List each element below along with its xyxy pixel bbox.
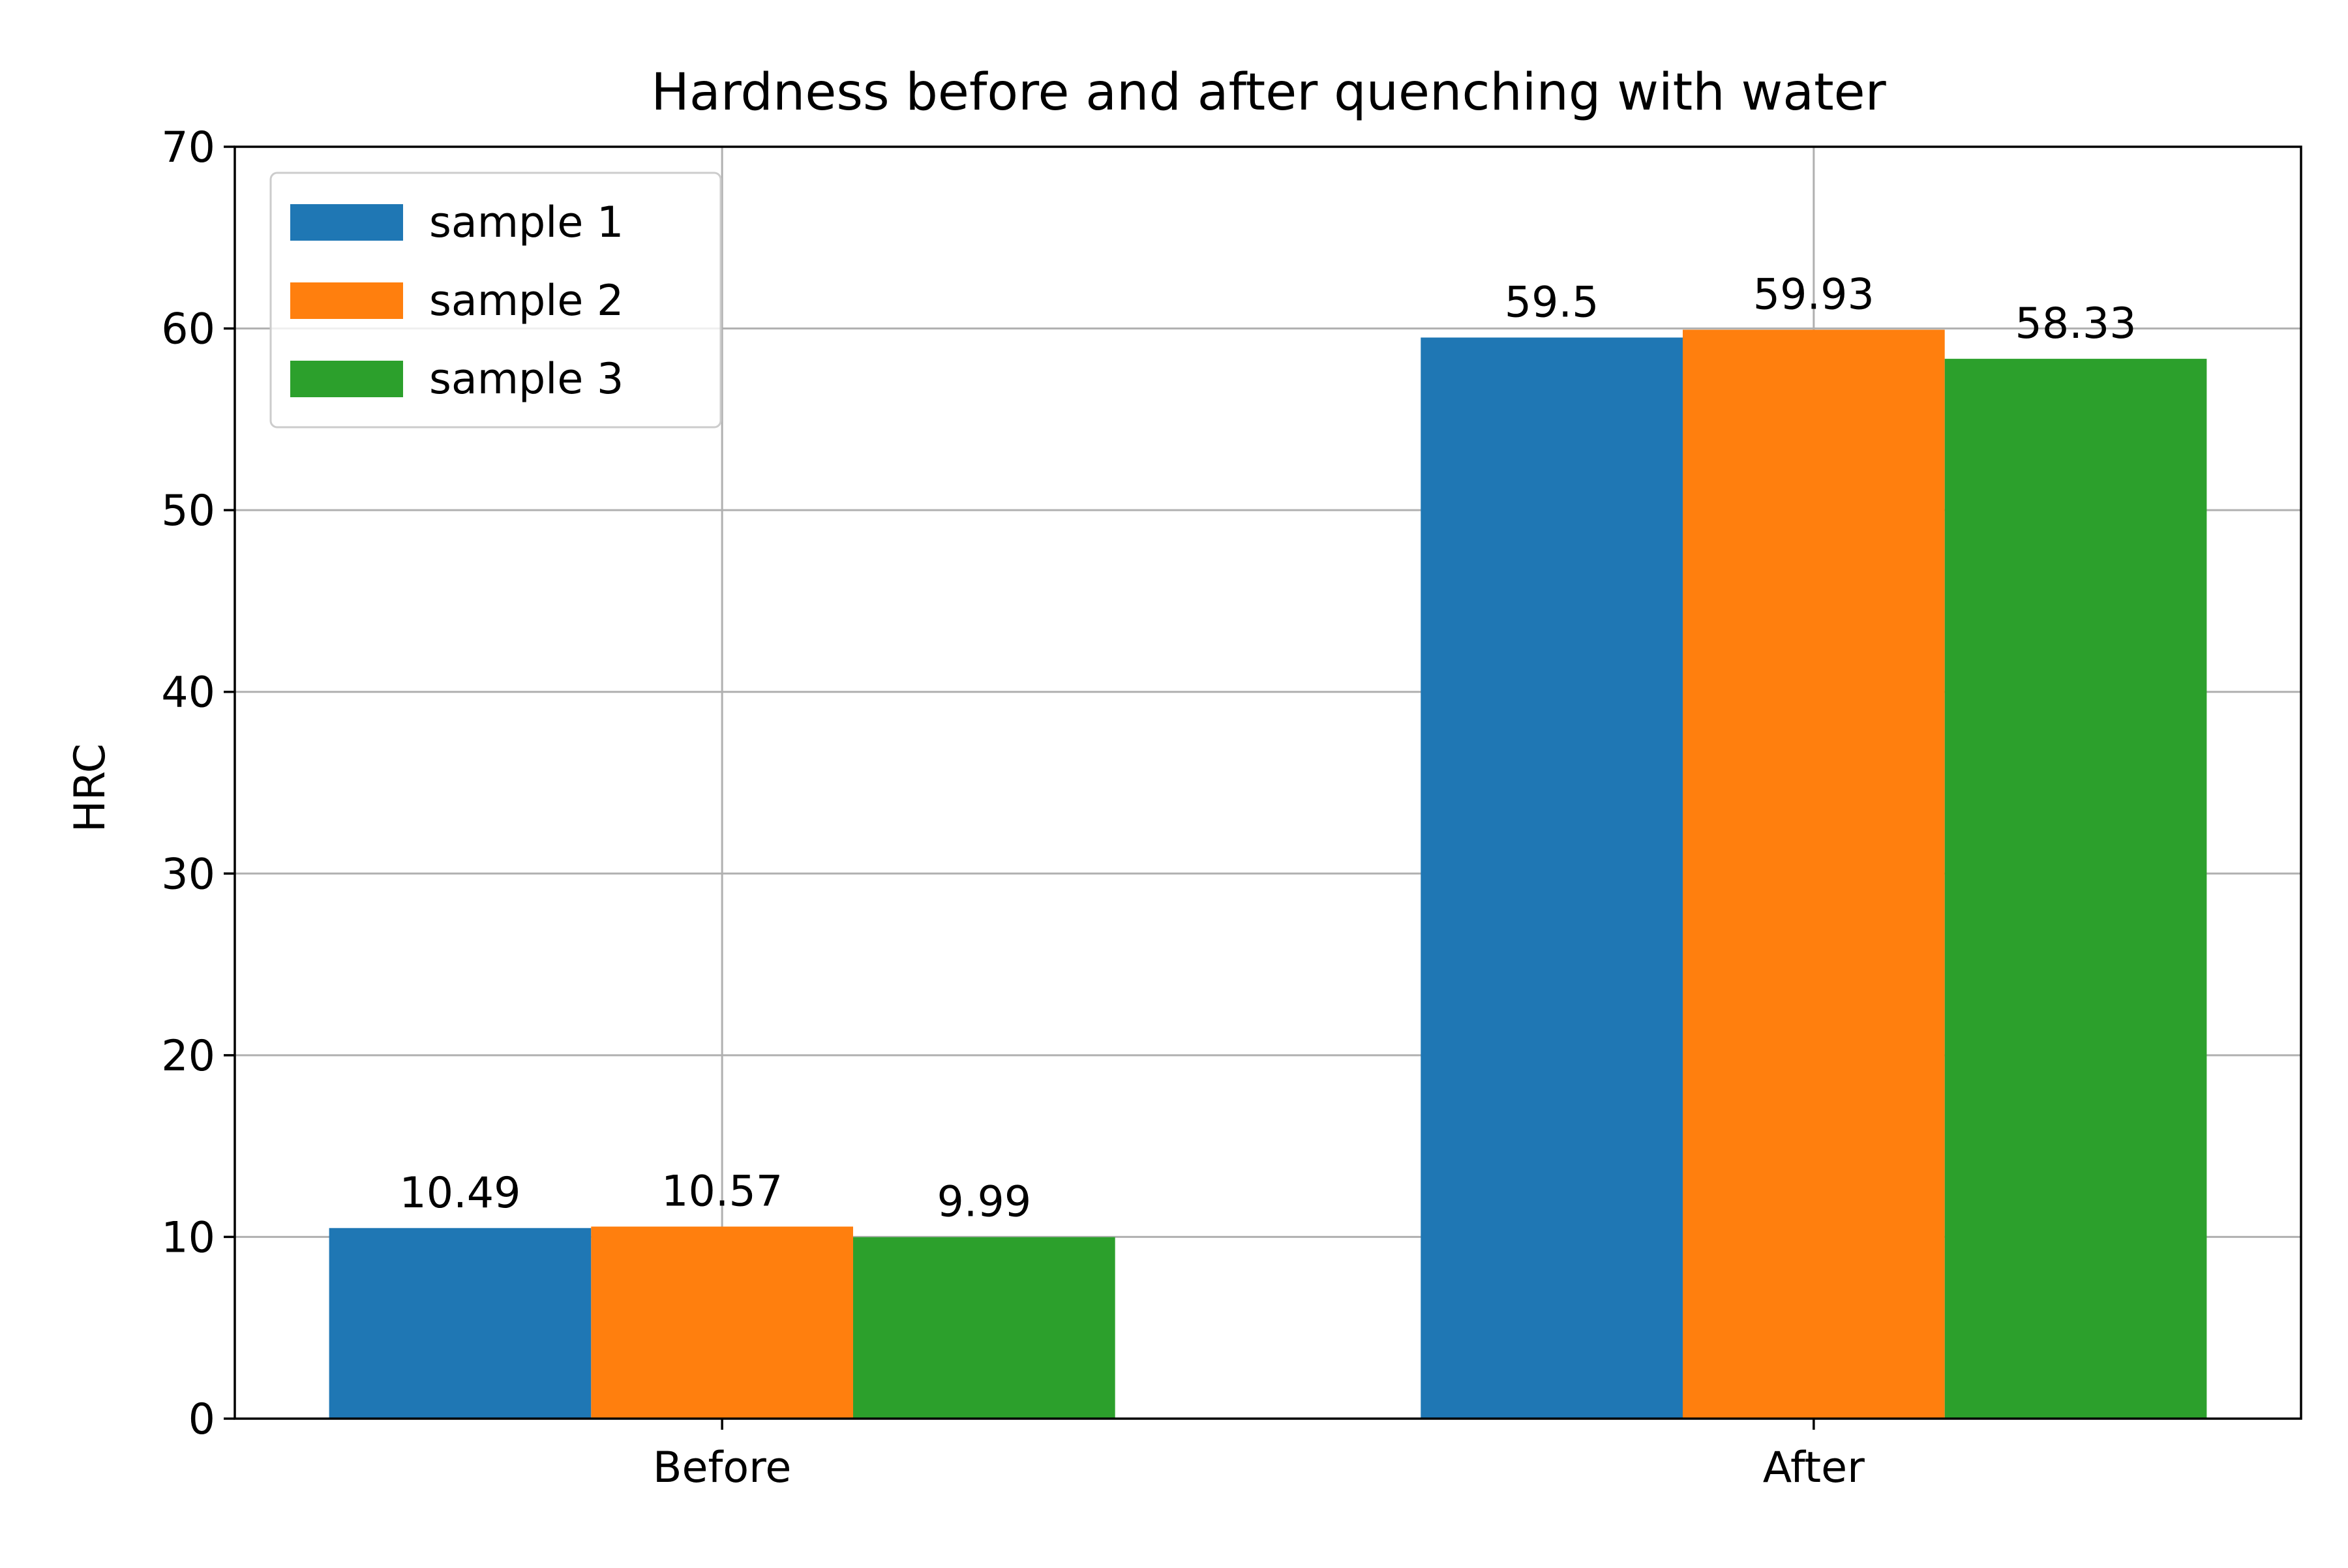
legend-swatch — [290, 361, 403, 397]
legend-swatch — [290, 204, 403, 241]
y-tick-label: 70 — [161, 123, 215, 172]
bar-value-label: 59.5 — [1505, 279, 1599, 327]
plot-area-frame — [233, 145, 2302, 1420]
chart-title: Hardness before and after quenching with… — [651, 63, 1886, 122]
x-tick-label: Before — [653, 1443, 792, 1492]
legend-label: sample 2 — [429, 277, 624, 325]
bar-value-label: 10.57 — [661, 1168, 783, 1216]
legend-swatch — [290, 282, 403, 319]
bars — [329, 329, 2207, 1419]
bar-value-label: 58.33 — [2015, 299, 2136, 348]
legend: sample 1 sample 2 sample 3 — [269, 172, 722, 429]
axes: 0 10 20 30 40 50 60 70 Before After — [161, 123, 1865, 1492]
y-tick-label: 30 — [161, 850, 215, 899]
bar-sample-3-before — [852, 1237, 1115, 1419]
bar-sample-2-before — [591, 1226, 853, 1419]
y-tick-label: 50 — [161, 487, 215, 535]
y-tick-label: 20 — [161, 1032, 215, 1081]
bar-sample-2-after — [1683, 329, 1945, 1419]
x-tick-label: After — [1763, 1443, 1865, 1492]
legend-label: sample 3 — [429, 355, 624, 404]
bar-sample-3-after — [1944, 359, 2207, 1419]
y-tick-label: 60 — [161, 305, 215, 354]
y-tick-label: 10 — [161, 1213, 215, 1262]
bar-value-label: 9.99 — [937, 1178, 1031, 1227]
legend-label: sample 1 — [429, 198, 624, 247]
y-tick-label: 0 — [188, 1395, 215, 1444]
bar-sample-1-before — [329, 1228, 592, 1419]
bar-sample-1-after — [1421, 337, 1683, 1419]
y-tick-label: 40 — [161, 669, 215, 717]
bar-value-label: 59.93 — [1753, 271, 1874, 320]
bar-value-labels: 10.49 59.5 10.57 59.93 9.99 58.33 — [399, 271, 2136, 1227]
bar-value-label: 10.49 — [399, 1169, 520, 1218]
y-axis-title: HRC — [66, 744, 115, 832]
